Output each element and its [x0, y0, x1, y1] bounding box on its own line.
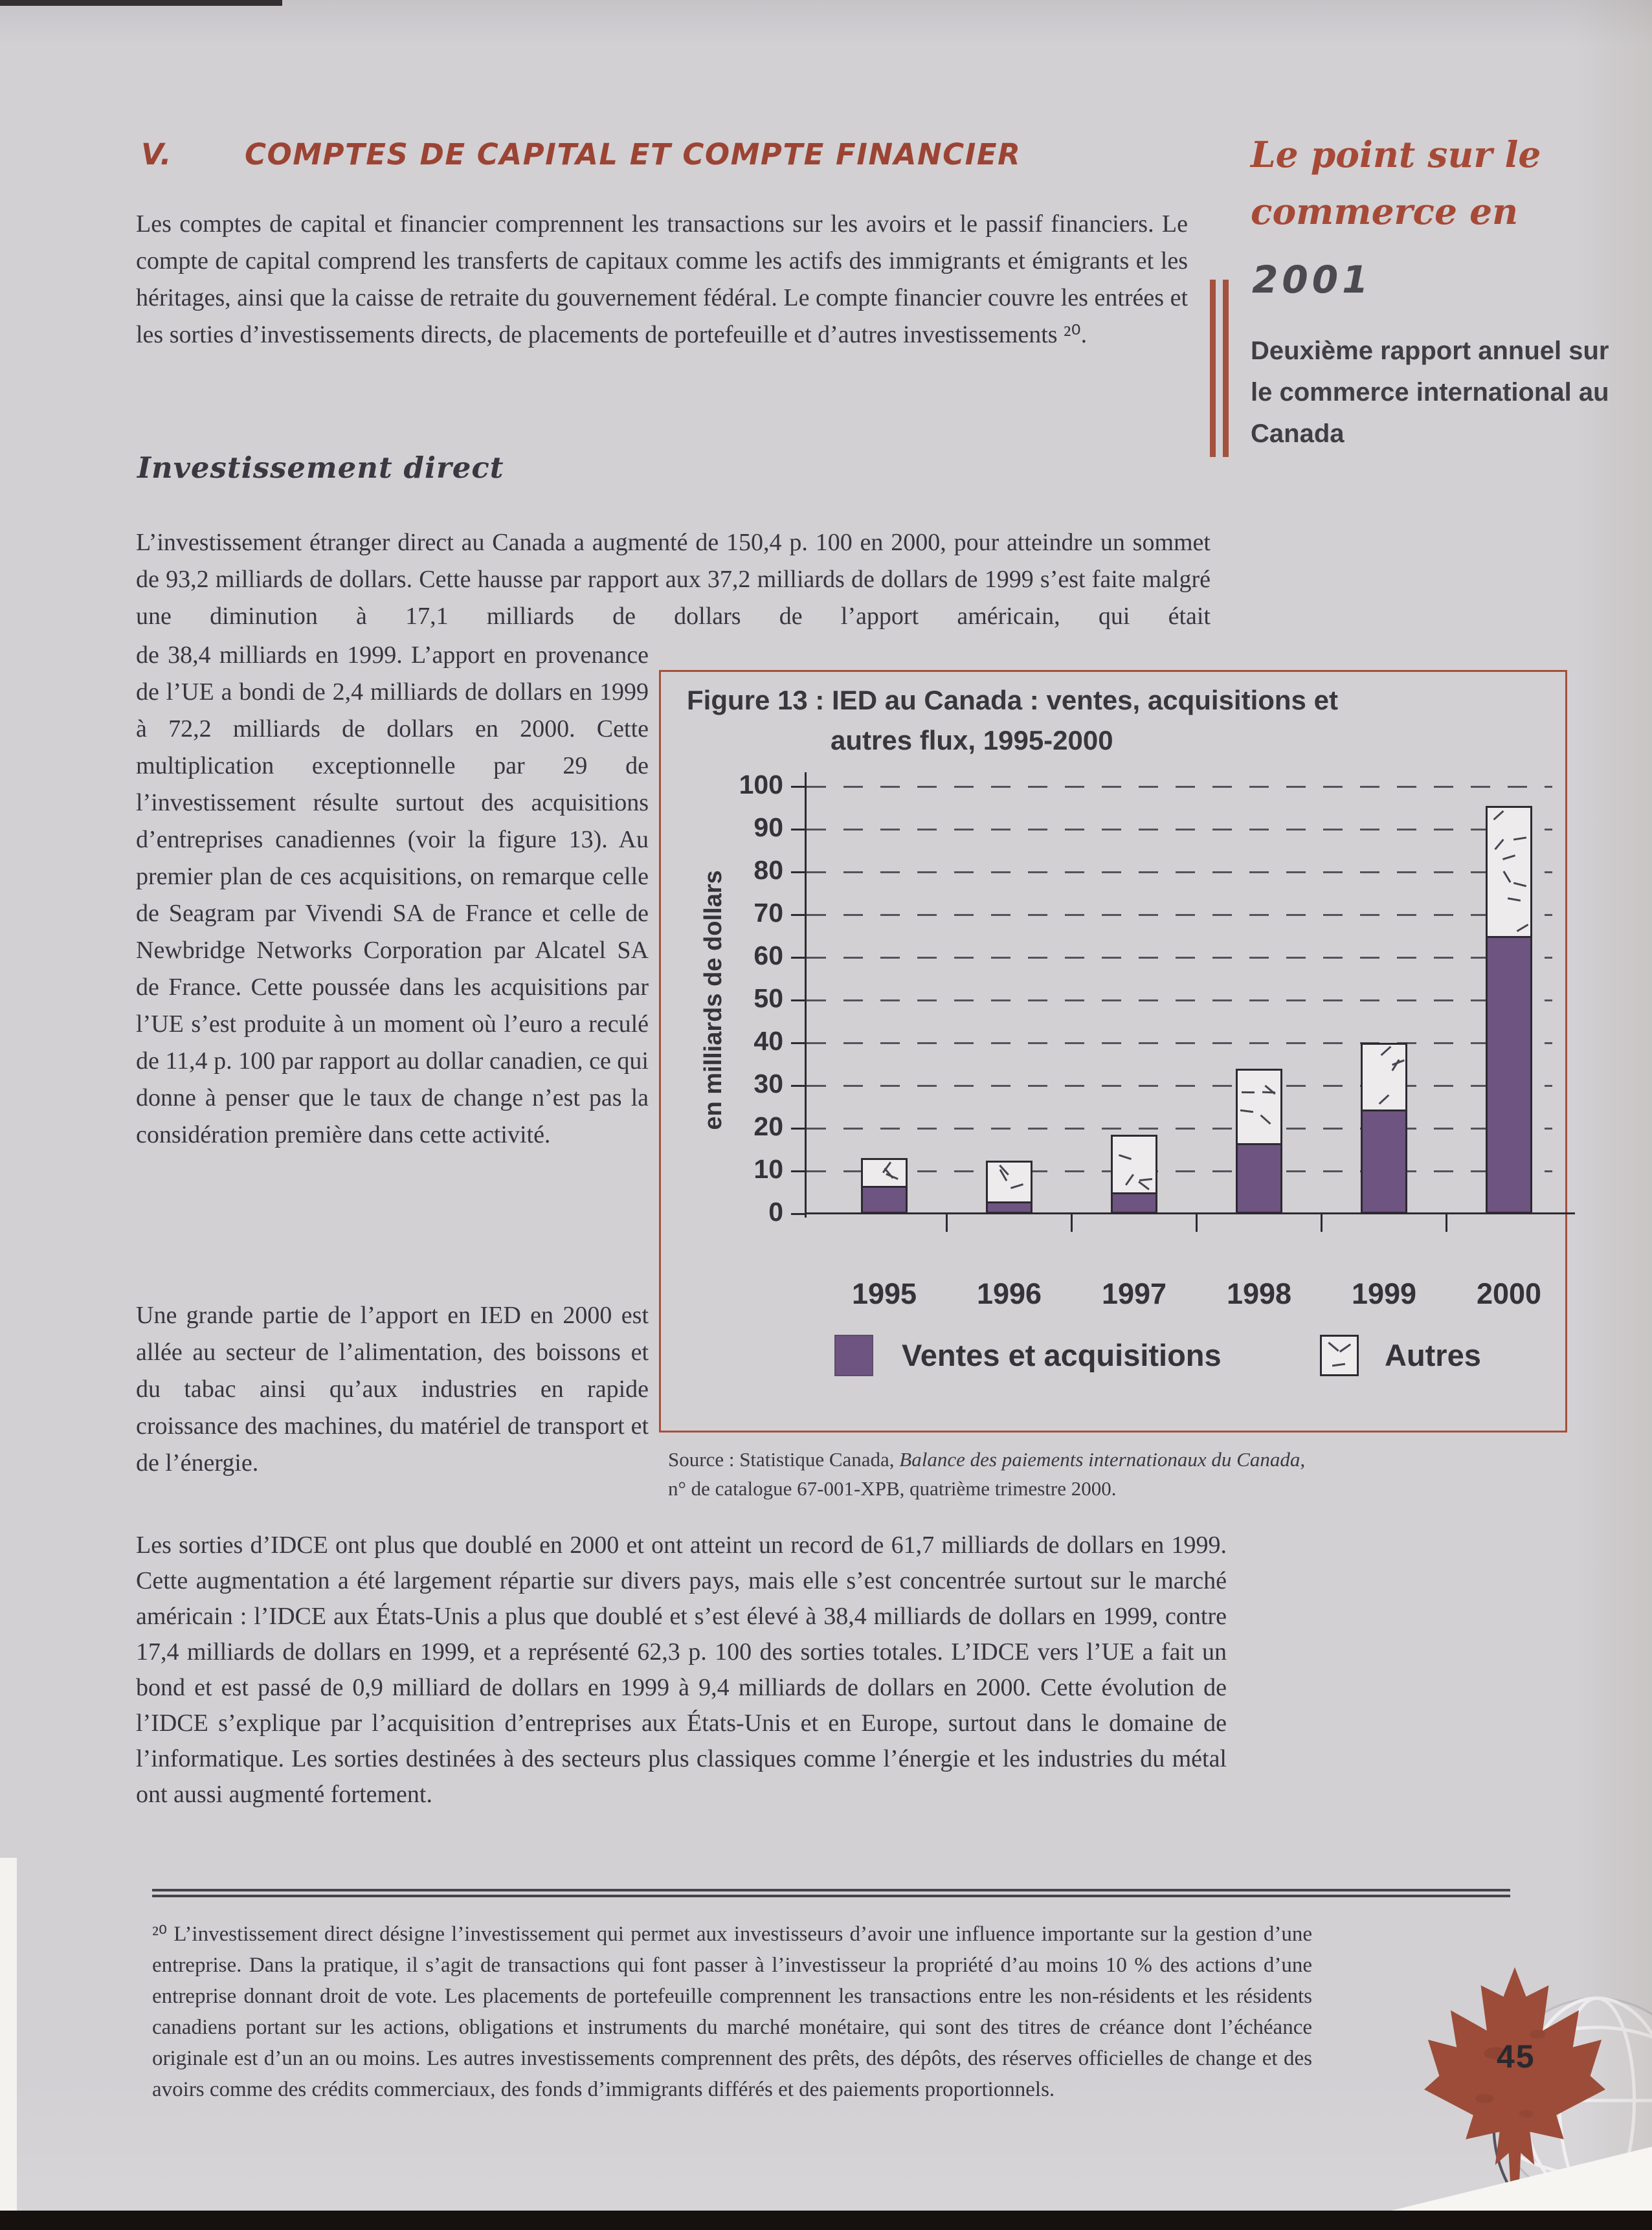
footnote-20: ²⁰ L’investissement direct désigne l’inv…	[152, 1923, 1312, 2101]
legend-swatch-autres	[1320, 1335, 1359, 1376]
bar-1998	[1236, 1068, 1282, 1214]
y-tick-30	[791, 1084, 807, 1087]
bar-1995	[861, 1158, 908, 1214]
gridline-20	[807, 1127, 1552, 1130]
section-number: V.	[141, 137, 172, 172]
y-tick-label-0: 0	[768, 1197, 783, 1227]
figure-title-line1: Figure 13 : IED au Canada : ventes, acqu…	[687, 685, 1338, 715]
gridline-10	[807, 1170, 1552, 1172]
footnote-rule	[152, 1889, 1510, 1897]
x-tick-3	[1321, 1214, 1323, 1232]
maple-leaf-icon	[1424, 1963, 1605, 2213]
y-tick-50	[791, 999, 807, 1001]
sidebar-masthead-year: 2001	[1252, 258, 1372, 302]
gridline-70	[807, 913, 1552, 916]
bar-chart-plot-area: en milliards de dollars 0 10 20 30 40 50 60 70 8…	[700, 770, 1575, 1310]
source-catalogue-line: n° de catalogue 67-001-XPB, quatrième tr…	[668, 1477, 1117, 1500]
x-tick-1	[1071, 1214, 1073, 1232]
y-tick-label-10: 10	[753, 1154, 783, 1184]
paragraph-direct-investment-intro: L’investissement étranger direct au Cana…	[136, 529, 1211, 630]
y-tick-80	[791, 871, 807, 873]
bar-1995-ventes-segment	[863, 1186, 906, 1212]
y-tick-20	[791, 1127, 807, 1130]
x-tick-0	[946, 1214, 948, 1232]
gridline-90	[807, 828, 1552, 831]
y-tick-90	[791, 828, 807, 831]
bar-1999-ventes-segment	[1363, 1109, 1405, 1212]
sidebar-masthead-line2: commerce en	[1251, 190, 1519, 232]
y-tick-label-80: 80	[753, 855, 783, 885]
scan-edge-left	[0, 1858, 17, 2213]
x-axis-label-1999: 1999	[1351, 1277, 1417, 1310]
legend-label-ventes: Ventes et acquisitions	[902, 1338, 1222, 1372]
y-tick-10	[791, 1170, 807, 1172]
y-tick-label-100: 100	[739, 770, 783, 799]
gridline-80	[807, 871, 1552, 873]
sidebar-accent-bars	[1210, 280, 1229, 457]
y-tick-70	[791, 913, 807, 916]
figure-title-line2: autres flux, 1995-2000	[831, 725, 1113, 755]
paragraph-ied-sectors: Une grande partie de l’apport en IED en …	[136, 1302, 649, 1477]
x-axis-label-2000: 2000	[1476, 1277, 1542, 1310]
y-tick-60	[791, 956, 807, 959]
source-publication-title: Balance des paiements internationaux du …	[899, 1448, 1306, 1471]
x-tick-2	[1196, 1214, 1198, 1232]
legend-label-autres: Autres	[1385, 1338, 1481, 1372]
y-tick-0	[791, 1212, 807, 1215]
sidebar-masthead-line1: Le point sur le	[1251, 133, 1541, 175]
y-tick-40	[791, 1042, 807, 1044]
y-axis-line	[805, 772, 807, 1218]
x-axis-label-1995: 1995	[851, 1277, 917, 1310]
paragraph-direct-investment-left-column: de 38,4 milliards en 1999. L’apport en p…	[136, 641, 649, 1148]
gridline-100	[807, 785, 1552, 788]
paragraph-idce-outflows: Les sorties d’IDCE ont plus que doublé e…	[136, 1532, 1227, 1808]
y-tick-100	[791, 785, 807, 788]
x-tick-4	[1446, 1214, 1447, 1232]
bar-1997	[1111, 1134, 1157, 1214]
x-axis-label-1996: 1996	[976, 1277, 1042, 1310]
y-tick-label-50: 50	[753, 983, 783, 1013]
gridline-50	[807, 999, 1552, 1001]
section-heading-investissement-direct: Investissement direct	[137, 451, 504, 485]
gridline-30	[807, 1084, 1552, 1087]
bar-1996-ventes-segment	[988, 1201, 1031, 1212]
figure-source-note: Source : Statistique Canada, Balance des…	[668, 1445, 1548, 1503]
legend-swatch-ventes	[834, 1335, 873, 1376]
paragraph-capital-accounts: Les comptes de capital et financier comp…	[136, 210, 1188, 348]
y-tick-label-40: 40	[753, 1026, 783, 1056]
bar-1997-ventes-segment	[1113, 1192, 1155, 1212]
x-axis-label-1998: 1998	[1226, 1277, 1292, 1310]
x-axis-line	[805, 1212, 1575, 1214]
scan-edge-top	[0, 0, 282, 6]
x-axis-label-1997: 1997	[1101, 1277, 1167, 1310]
bar-1998-ventes-segment	[1238, 1143, 1280, 1212]
gridline-60	[807, 956, 1552, 959]
y-tick-label-30: 30	[753, 1069, 783, 1098]
y-tick-label-60: 60	[753, 941, 783, 970]
y-tick-label-90: 90	[753, 812, 783, 842]
figure-13-box: Figure 13 : IED au Canada : ventes, acqu…	[659, 670, 1575, 1433]
bar-1996	[986, 1160, 1032, 1214]
page-title: COMPTES DE CAPITAL ET COMPTE FINANCIER	[245, 137, 1021, 172]
page-number: 45	[1497, 2038, 1535, 2075]
y-tick-label-70: 70	[753, 898, 783, 928]
y-tick-label-20: 20	[753, 1111, 783, 1141]
bar-1999	[1361, 1043, 1407, 1214]
source-prefix: Source : Statistique Canada,	[668, 1448, 900, 1471]
gridline-40	[807, 1042, 1552, 1044]
scan-shadow-right	[1573, 0, 1652, 2230]
sidebar-subtitle: Deuxième rapport annuel sur le commerce …	[1251, 337, 1609, 448]
scan-edge-bottom	[0, 2211, 1652, 2230]
bar-2000	[1486, 805, 1532, 1214]
bar-2000-ventes-segment	[1488, 936, 1530, 1212]
